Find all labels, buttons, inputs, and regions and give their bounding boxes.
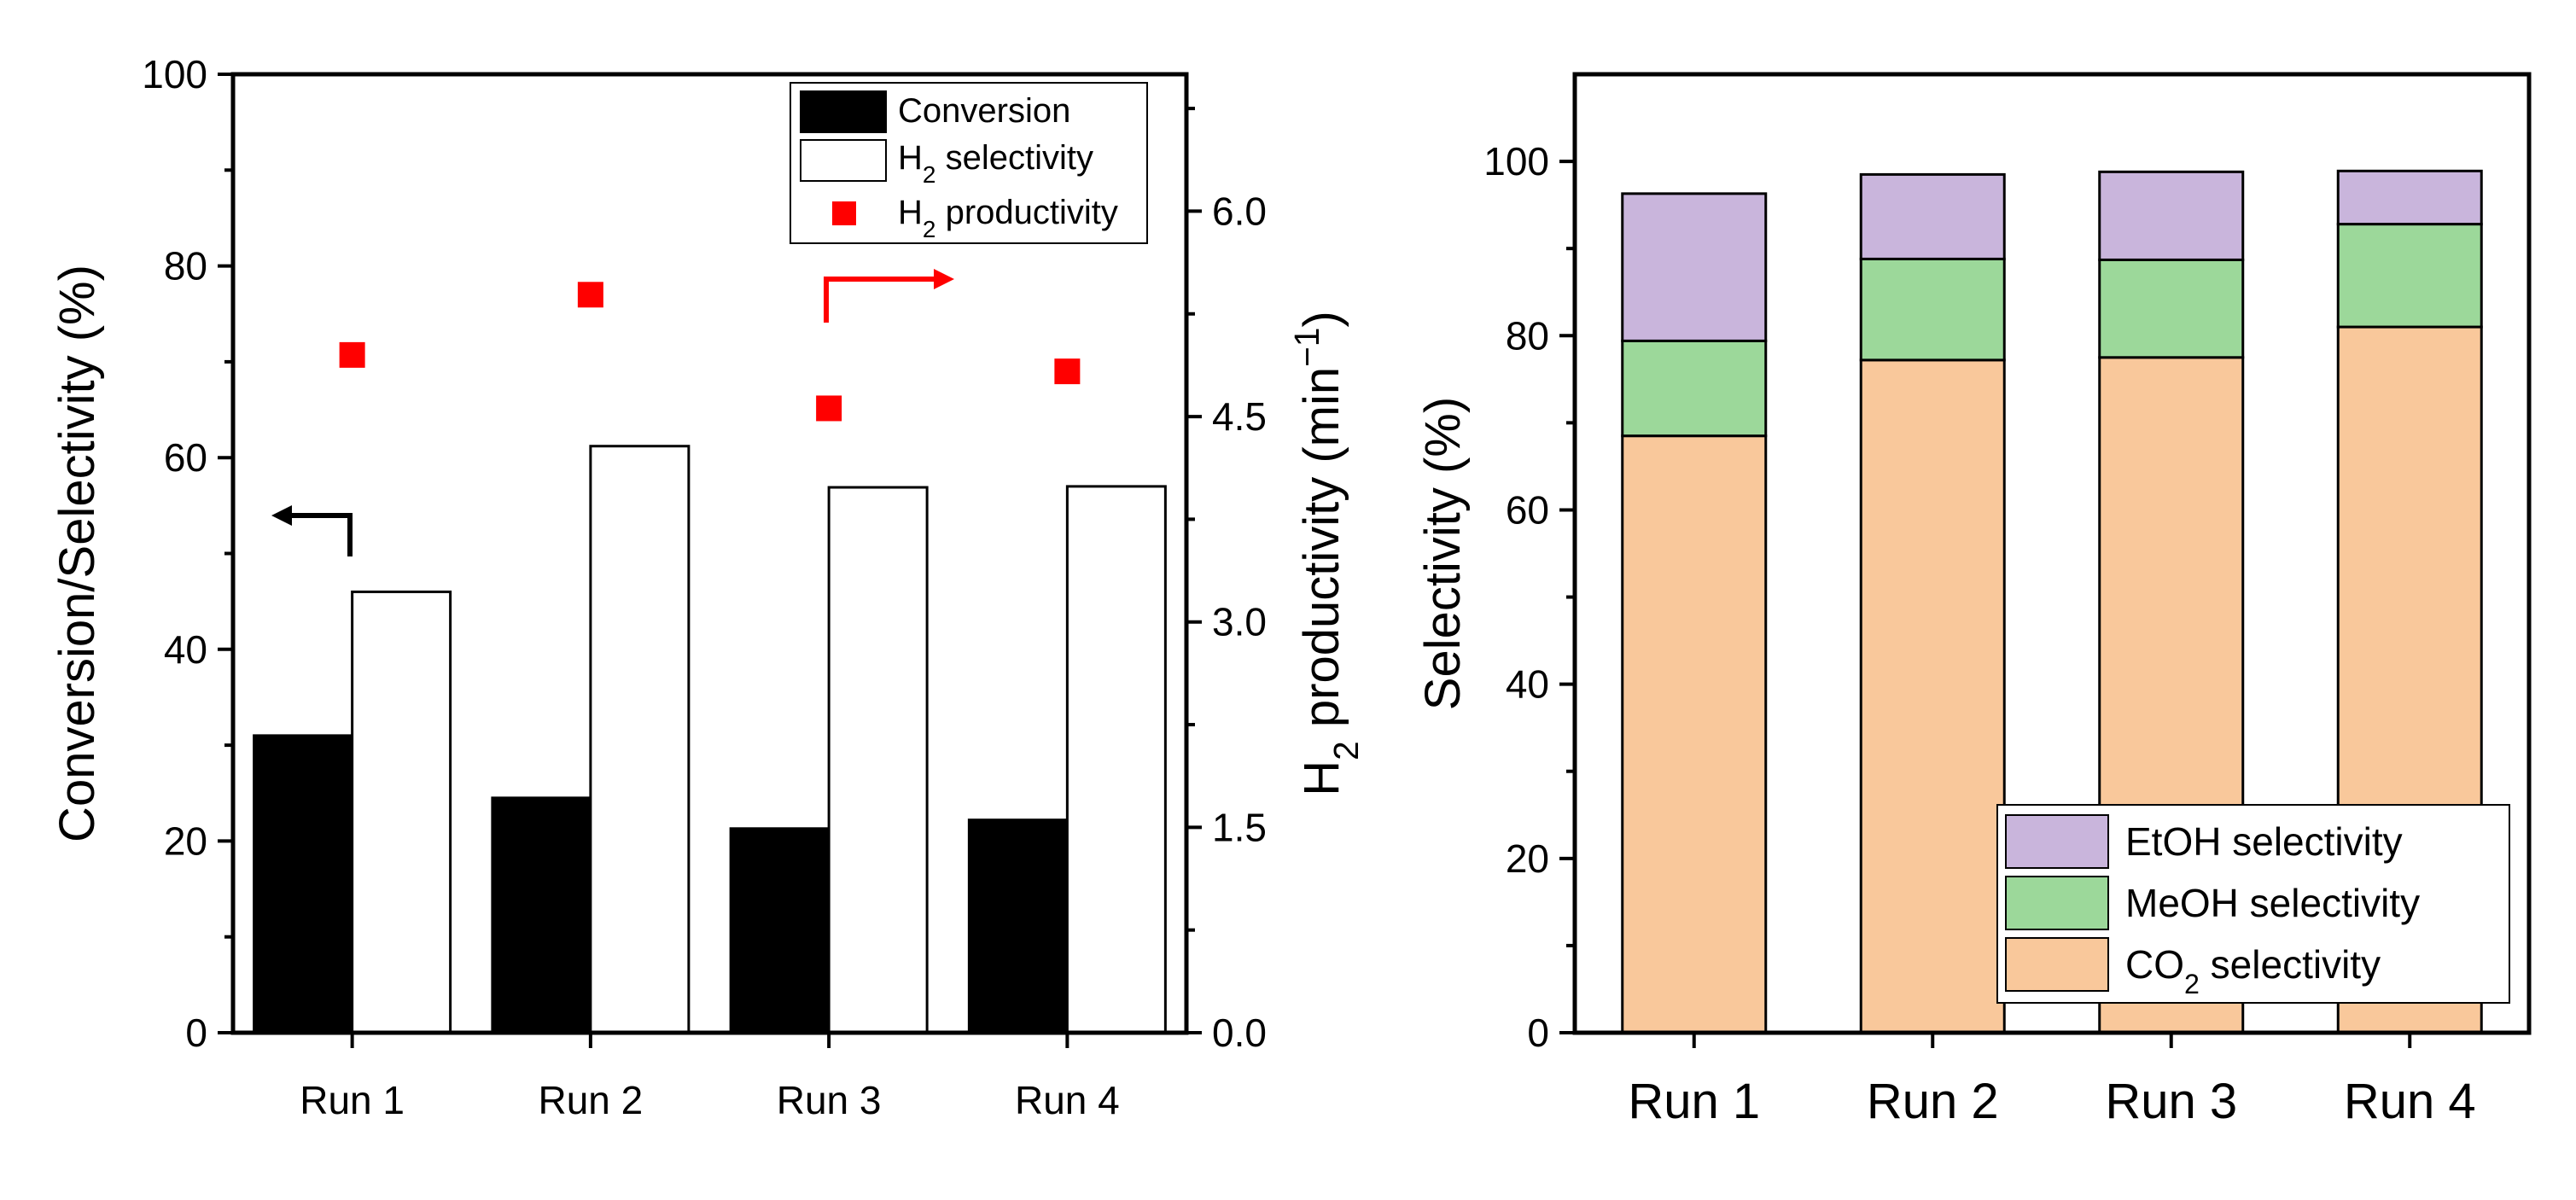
stacked-bar-segment-etoh	[1621, 192, 1768, 342]
h2-productivity-point	[339, 341, 365, 368]
y2-axis-title-main: productivity (min	[1294, 367, 1349, 741]
x-tick-label: Run 1	[1628, 1074, 1760, 1129]
y-tick-label: 100	[142, 52, 207, 96]
y2-tick-label: 4.5	[1212, 394, 1267, 439]
plot-frame	[1572, 72, 2532, 1035]
y-tick-label: 40	[1506, 662, 1549, 707]
h2-selectivity-bar	[827, 486, 929, 1034]
y-axis-title: Selectivity (%)	[1415, 397, 1471, 710]
h2-selectivity-bar	[351, 590, 452, 1034]
stacked-bar-segment-co2	[1859, 358, 2006, 1034]
legend-label-h2-productivity-rest: productivity	[935, 194, 1117, 231]
y-tick-label: 20	[164, 818, 207, 863]
y2-tick-label: 1.5	[1212, 805, 1267, 849]
conversion-bar	[729, 827, 830, 1034]
y-tick-label: 100	[1483, 139, 1549, 183]
stacked-bar-segment-meoh	[2336, 223, 2483, 329]
legend-label-co2-main: CO	[2125, 942, 2184, 987]
y-tick-label: 20	[1506, 836, 1549, 881]
x-tick-label: Run 4	[1015, 1078, 1120, 1122]
y2-tick-label: 0.0	[1212, 1011, 1267, 1055]
right-axis-arrowhead	[934, 269, 954, 289]
left-axis-arrowhead	[271, 505, 292, 526]
x-tick-label: Run 4	[2344, 1074, 2476, 1129]
legend-label-meoh: MeOH selectivity	[2125, 881, 2420, 925]
legend-label-h2-selectivity-sub: 2	[923, 161, 936, 188]
legend-swatch-h2-selectivity	[800, 139, 887, 182]
x-tick-label: Run 3	[2105, 1074, 2237, 1129]
y2-axis-title-sup: −1	[1287, 328, 1326, 367]
stacked-bar-segment-etoh	[2098, 170, 2245, 261]
conversion-bar	[967, 818, 1069, 1034]
x-tick-label: Run 2	[539, 1078, 644, 1122]
legend-marker-h2-productivity	[832, 201, 856, 225]
legend-swatch-etoh	[2005, 814, 2109, 869]
stacked-bar-segment-etoh	[2336, 169, 2483, 226]
stacked-bar-segment-co2	[1621, 434, 1768, 1034]
legend: EtOH selectivity MeOH selectivity CO2 sele…	[1996, 804, 2510, 1004]
stacked-selectivity-chart: Run 1 Run 2 Run 3 Run 4 0 20 40 60 80 100 Selectiv…	[1415, 72, 2532, 1129]
legend-label-meoh-main: MeOH selectivity	[2125, 881, 2420, 925]
conversion-selectivity-chart: Run 1 Run 2 Run 3 Run 4 0 20 40 60 80 100 0.0 1.5 3.…	[50, 52, 1366, 1122]
legend-label-h2-selectivity: H2 selectivity	[898, 139, 1093, 188]
y-tick-label: 0	[1527, 1011, 1549, 1055]
left-axis-arrow	[286, 513, 353, 556]
legend-label-h2-selectivity-rest: selectivity	[935, 139, 1093, 177]
y-tick-label: 60	[164, 435, 207, 480]
legend-label-etoh-main: EtOH selectivity	[2125, 819, 2403, 864]
y2-tick-label: 3.0	[1212, 600, 1267, 644]
x-tick-label: Run 3	[777, 1078, 882, 1122]
y2-axis-title-sub: 2	[1326, 741, 1366, 760]
legend-label-conversion-main: Conversion	[898, 92, 1070, 130]
right-axis-arrow	[824, 277, 939, 323]
conversion-bar	[253, 734, 354, 1034]
legend-label-h2-productivity-main: H	[898, 194, 923, 231]
y2-tick-label: 6.0	[1212, 189, 1267, 233]
legend-swatch-co2	[2005, 937, 2109, 992]
h2-productivity-point	[816, 395, 842, 422]
y-tick-label: 0	[185, 1011, 207, 1055]
y-axis-title: Conversion/Selectivity (%)	[50, 265, 105, 842]
x-tick-label: Run 2	[1867, 1074, 1999, 1129]
legend-label-h2-productivity: H2 productivity	[898, 194, 1118, 242]
stacked-bar-segment-meoh	[1621, 339, 1768, 438]
y-tick-label: 60	[1506, 487, 1549, 532]
h2-productivity-point	[1054, 358, 1081, 385]
h2-selectivity-bar	[1065, 485, 1167, 1034]
conversion-bar	[491, 796, 592, 1034]
legend-label-conversion: Conversion	[898, 92, 1070, 130]
legend-label-co2-sub: 2	[2184, 969, 2200, 999]
legend-label-h2-productivity-sub: 2	[923, 216, 936, 242]
x-tick-label: Run 1	[300, 1078, 405, 1122]
h2-productivity-point	[577, 282, 603, 308]
y-tick-label: 40	[164, 627, 207, 672]
h2-selectivity-bar	[589, 445, 691, 1034]
y2-axis-title-close: )	[1294, 311, 1349, 327]
legend-swatch-conversion	[800, 90, 887, 133]
y2-axis-title: H2 productivity (min−1)	[1287, 311, 1366, 795]
legend-label-co2-rest: selectivity	[2200, 942, 2381, 987]
y2-axis-title-h: H	[1294, 760, 1349, 796]
y-tick-label: 80	[1506, 313, 1549, 358]
stacked-bar-segment-meoh	[1859, 257, 2006, 362]
legend-label-etoh: EtOH selectivity	[2125, 819, 2403, 864]
legend-label-h2-selectivity-main: H	[898, 139, 923, 177]
stacked-bar-segment-etoh	[1859, 172, 2006, 260]
legend-label-co2: CO2 selectivity	[2125, 942, 2381, 999]
legend-swatch-meoh	[2005, 876, 2109, 930]
stacked-bar-segment-meoh	[2098, 258, 2245, 359]
y-tick-label: 80	[164, 244, 207, 288]
